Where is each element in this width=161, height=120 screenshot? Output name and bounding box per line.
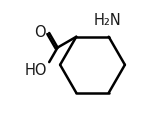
Text: O: O xyxy=(35,25,46,40)
Text: HO: HO xyxy=(24,63,47,78)
Text: H₂N: H₂N xyxy=(94,13,121,28)
